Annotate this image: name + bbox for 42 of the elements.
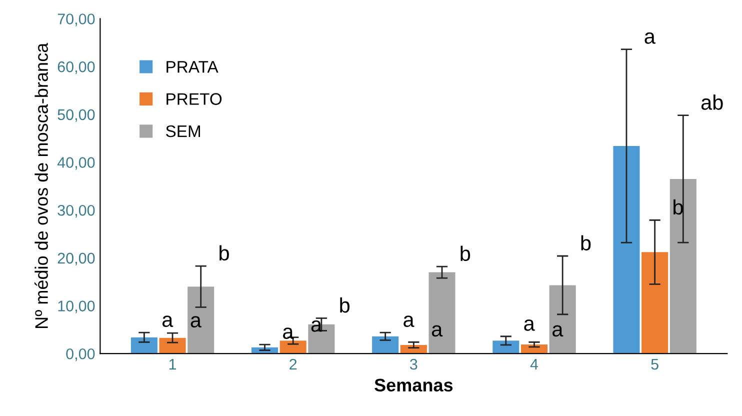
bar xyxy=(130,337,158,354)
annotation: ab xyxy=(701,94,723,110)
bar xyxy=(642,252,668,354)
x-axis-title: Semanas xyxy=(374,378,453,392)
annotation: b xyxy=(340,297,350,313)
y-tick-label: 0,00 xyxy=(66,348,95,362)
annotation: b xyxy=(220,245,229,261)
annotation: a xyxy=(162,316,174,328)
bar xyxy=(280,340,306,354)
y-tick-label: 10,00 xyxy=(58,300,95,314)
bar xyxy=(188,286,214,354)
y-tick-label: 50,00 xyxy=(58,109,95,122)
annotation: a xyxy=(524,319,535,331)
annotation: b xyxy=(460,246,470,262)
y-tick-label: 20,00 xyxy=(58,252,95,266)
bar xyxy=(159,338,186,354)
annotation: b xyxy=(581,235,591,250)
bar xyxy=(372,336,399,354)
legend-label: SEM xyxy=(166,125,200,138)
bar xyxy=(492,340,520,354)
y-tick-label: 40,00 xyxy=(57,157,95,170)
y-tick-label: 30,00 xyxy=(58,204,95,218)
y-tick-label: 70,00 xyxy=(58,14,95,26)
y-axis-title: Nº médio de ovos de mosca-branca xyxy=(34,42,48,328)
annotation: a xyxy=(432,325,443,337)
y-tick-label: 60,00 xyxy=(58,61,95,74)
x-tick-label: 4 xyxy=(530,359,538,370)
x-tick-label: 2 xyxy=(290,358,297,370)
annotation: a xyxy=(190,316,202,328)
annotation: a xyxy=(644,32,656,44)
x-tick-label: 3 xyxy=(410,358,418,370)
annotation: a xyxy=(552,325,564,337)
x-tick-label: 5 xyxy=(651,359,658,370)
legend-label: PRATA xyxy=(166,61,218,73)
bar xyxy=(549,285,576,354)
legend-label: PRETO xyxy=(166,93,222,105)
bar xyxy=(670,178,696,354)
x-tick-label: 1 xyxy=(169,359,176,370)
bar xyxy=(613,146,640,354)
annotation: a xyxy=(283,328,294,340)
bar xyxy=(428,272,456,354)
annotation: a xyxy=(404,316,414,328)
